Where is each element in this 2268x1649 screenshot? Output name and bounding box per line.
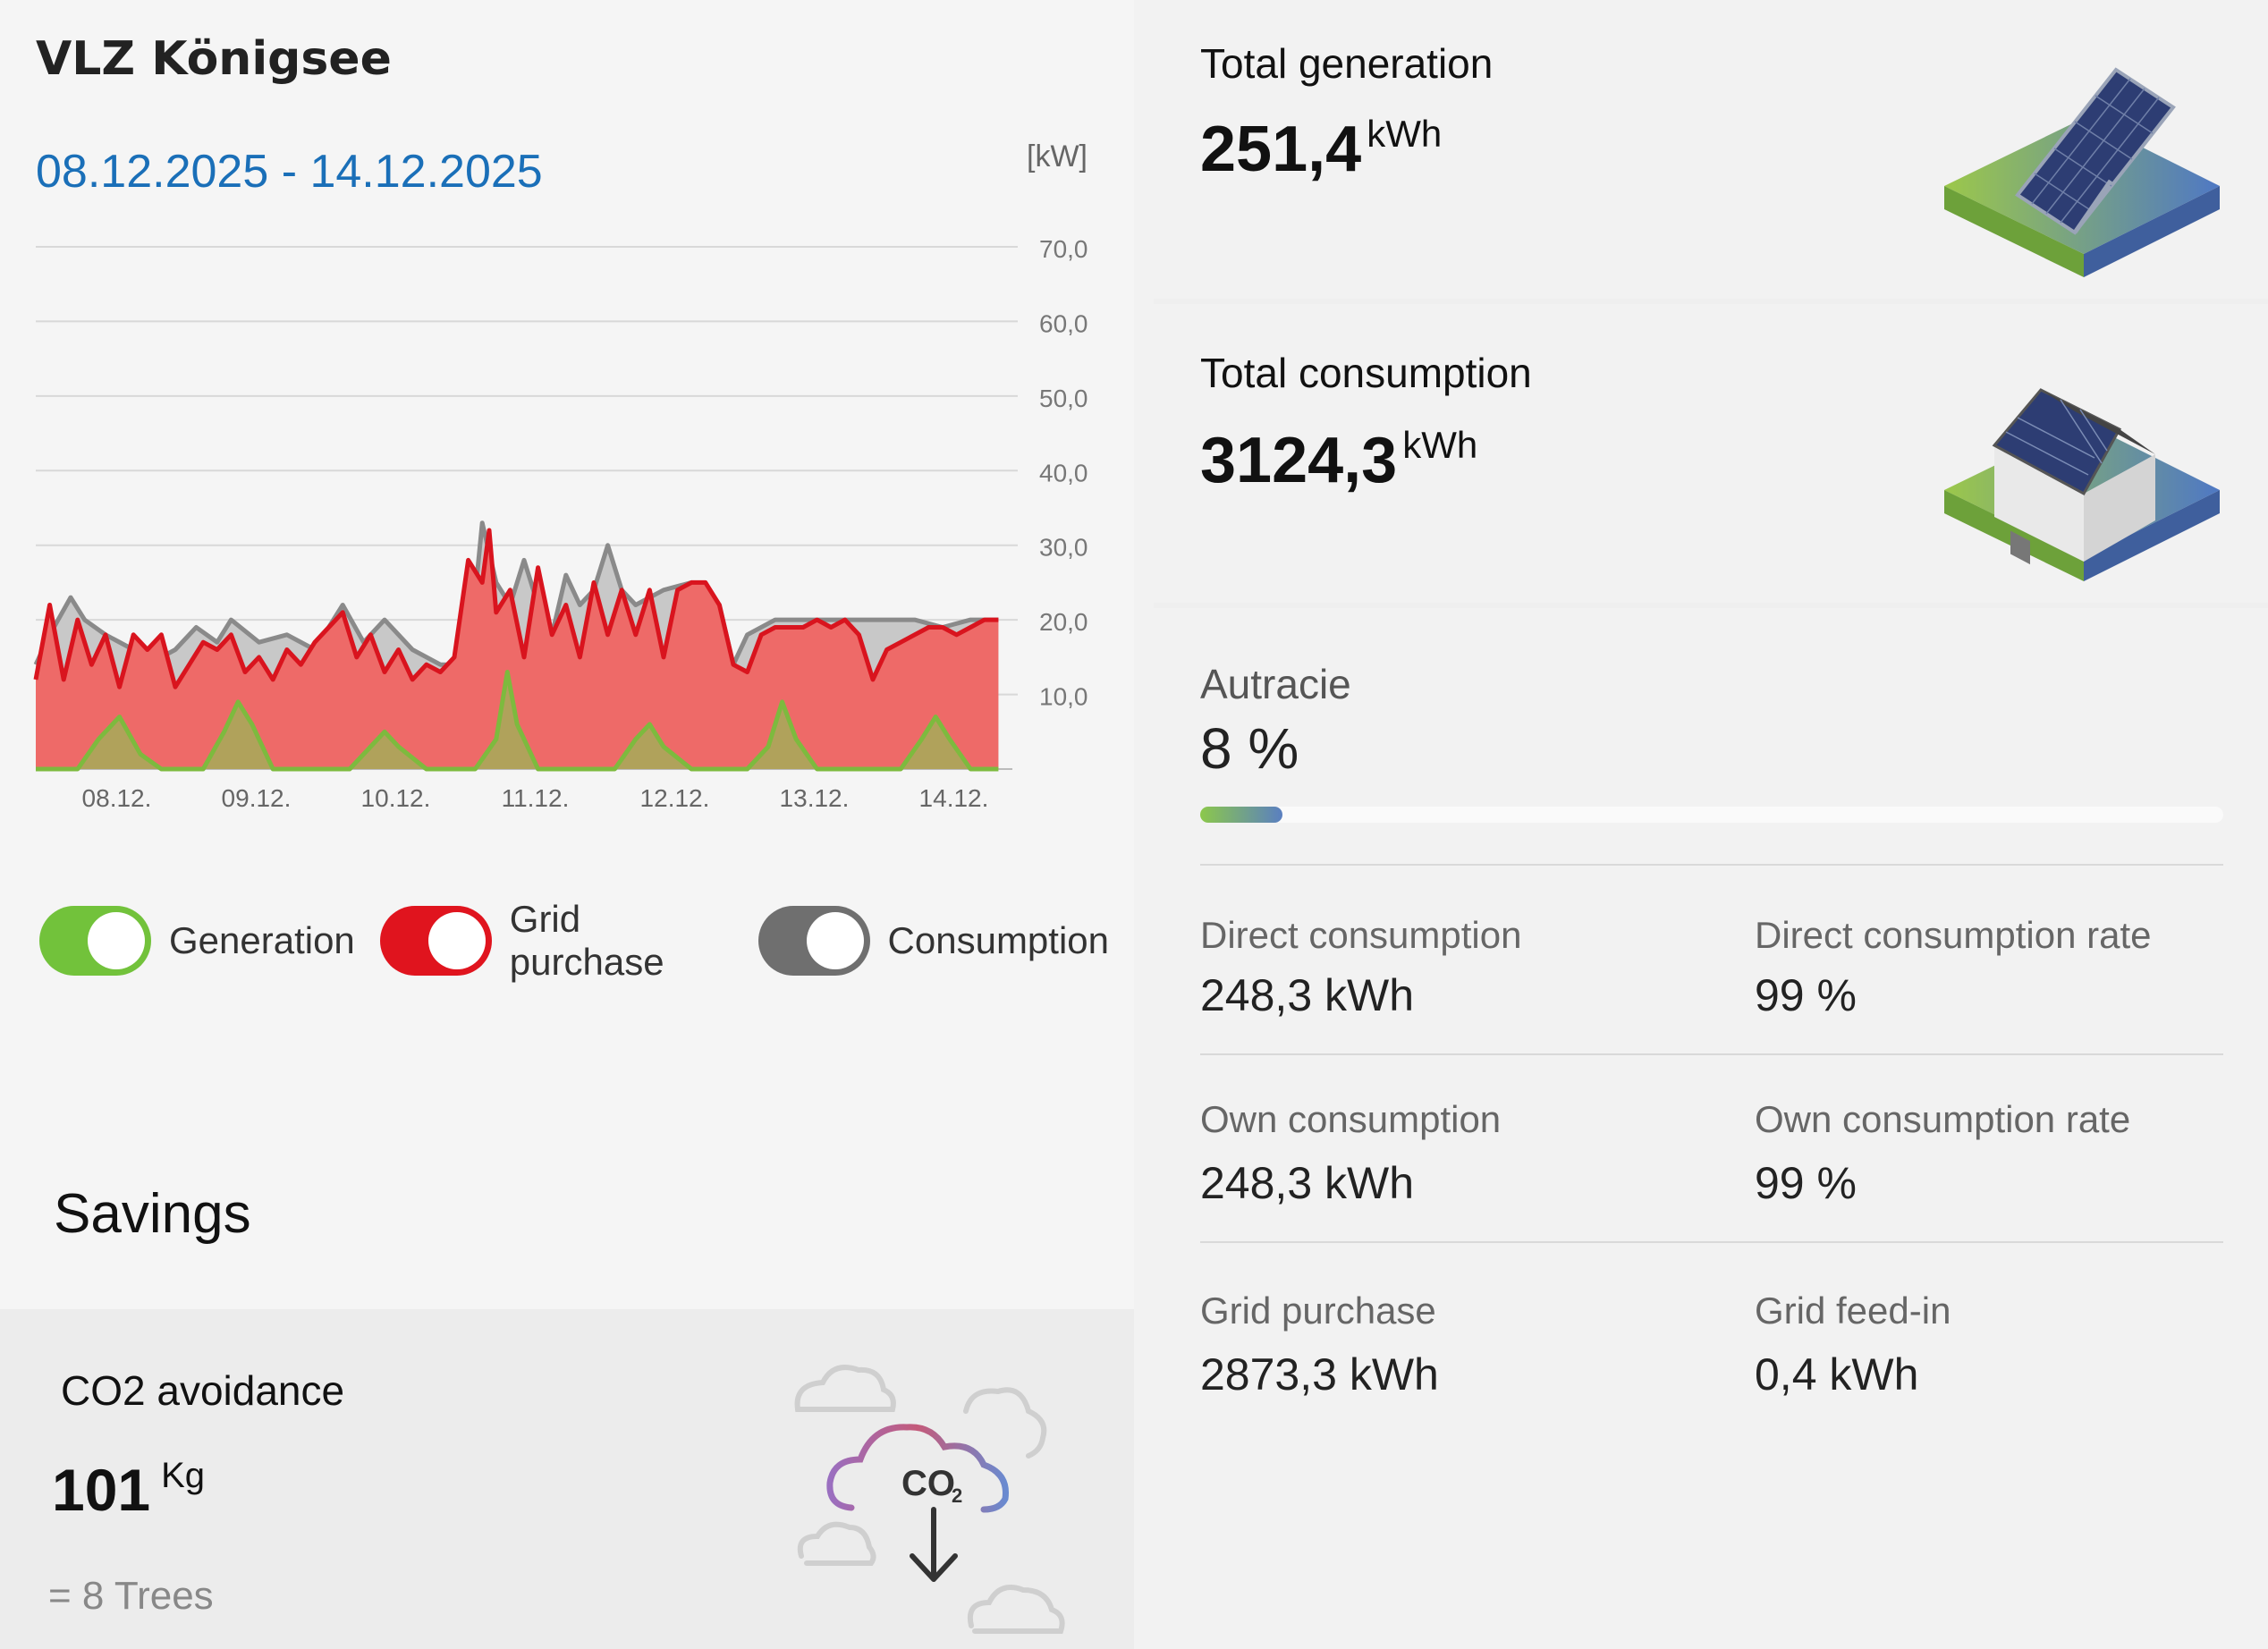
grid-feed-in-label: Grid feed-in bbox=[1755, 1290, 1951, 1332]
own-consumption-value: 248,3 kWh bbox=[1200, 1158, 1415, 1208]
x-tick-label: 09.12. bbox=[222, 784, 292, 812]
co2-card bbox=[0, 1309, 1134, 1649]
y-tick-label: 10,0 bbox=[1039, 683, 1088, 711]
x-tick-label: 08.12. bbox=[82, 784, 152, 812]
co2-trees-equivalent: = 8 Trees bbox=[48, 1574, 214, 1618]
x-tick-label: 10.12. bbox=[361, 784, 431, 812]
direct-consumption-rate-value: 99 % bbox=[1755, 970, 1857, 1020]
own-consumption-rate-label: Own consumption rate bbox=[1755, 1098, 2131, 1140]
total-generation-card: Total generation 251,4 kWh bbox=[1154, 0, 2268, 299]
site-title: VLZ Königsee bbox=[36, 32, 392, 86]
total-generation-amount: 251,4 bbox=[1200, 114, 1362, 185]
chart-unit-label: [kW] bbox=[1027, 140, 1087, 173]
co2-icon-subscript: 2 bbox=[952, 1484, 962, 1507]
grid-purchase-line bbox=[33, 528, 999, 689]
solar-panel-icon bbox=[1944, 67, 2220, 277]
total-consumption-card: Total consumption 3124,3 kWh bbox=[1154, 304, 2268, 603]
y-tick-label: 20,0 bbox=[1039, 608, 1088, 636]
autarky-title: Autracie bbox=[1200, 661, 1351, 707]
grid-purchase-toggle[interactable] bbox=[379, 906, 492, 976]
autarky-card bbox=[1154, 608, 2268, 1649]
direct-consumption-label: Direct consumption bbox=[1200, 914, 1522, 956]
divider bbox=[1200, 1053, 2223, 1055]
x-tick-label: 14.12. bbox=[919, 784, 989, 812]
energy-chart-panel: VLZ Königsee 08.12.2025 - 14.12.2025 [kW… bbox=[0, 32, 1134, 1649]
co2-amount: 101 bbox=[52, 1457, 151, 1523]
x-tick-label: 11.12. bbox=[502, 784, 570, 812]
series-toggles: Generation Grid purchase Consumption bbox=[39, 898, 1134, 983]
divider bbox=[1200, 864, 2223, 866]
toggle-knob bbox=[427, 912, 486, 969]
total-generation-title: Total generation bbox=[1200, 40, 1494, 87]
co2-cloud-icon: CO 2 bbox=[794, 1365, 1065, 1634]
statistics-panel: Total generation 251,4 kWh Total consumpt… bbox=[1154, 0, 2268, 1649]
y-tick-label: 70,0 bbox=[1039, 235, 1088, 263]
co2-unit: Kg bbox=[161, 1456, 206, 1495]
y-tick-label: 60,0 bbox=[1039, 309, 1088, 337]
co2-title: CO2 avoidance bbox=[61, 1367, 345, 1414]
generation-toggle-label: Generation bbox=[168, 919, 355, 961]
x-tick-label: 12.12. bbox=[640, 784, 710, 812]
house-icon bbox=[1944, 388, 2220, 581]
y-tick-label: 50,0 bbox=[1039, 385, 1088, 412]
grid-purchase-value: 2873,3 kWh bbox=[1200, 1349, 1439, 1400]
generation-toggle[interactable] bbox=[39, 906, 151, 976]
total-consumption-amount: 3124,3 bbox=[1200, 425, 1398, 496]
grid-purchase-area bbox=[36, 530, 999, 769]
total-consumption-title: Total consumption bbox=[1200, 350, 1532, 396]
consumption-toggle-label: Consumption bbox=[887, 919, 1109, 961]
consumption-toggle[interactable] bbox=[757, 906, 870, 976]
total-consumption-unit: kWh bbox=[1402, 424, 1478, 466]
co2-value: 101 Kg bbox=[52, 1456, 205, 1524]
total-generation-value: 251,4 kWh bbox=[1200, 113, 1442, 186]
own-consumption-rate-value: 99 % bbox=[1755, 1158, 1857, 1208]
grid-purchase-toggle-label: Grid purchase bbox=[509, 898, 664, 983]
autarky-progress-fill bbox=[1200, 807, 1282, 823]
toggle-knob bbox=[806, 912, 864, 969]
co2-icon-label: CO bbox=[901, 1464, 955, 1503]
energy-area-chart: 70,0 60,0 50,0 40,0 30,0 20,0 10,0 08.12. 09.12.… bbox=[33, 235, 1088, 812]
grid-purchase-label: Grid purchase bbox=[1200, 1290, 1436, 1332]
divider bbox=[1200, 1241, 2223, 1243]
savings-heading: Savings bbox=[54, 1183, 251, 1245]
x-tick-label: 13.12. bbox=[780, 784, 850, 812]
generation-area bbox=[36, 672, 999, 769]
autarky-value: 8 % bbox=[1200, 716, 1299, 781]
own-consumption-label: Own consumption bbox=[1200, 1098, 1502, 1140]
autarky-progress-track bbox=[1200, 807, 2223, 823]
direct-consumption-value: 248,3 kWh bbox=[1200, 970, 1415, 1020]
total-consumption-value: 3124,3 kWh bbox=[1200, 424, 1477, 497]
y-tick-label: 30,0 bbox=[1039, 534, 1088, 562]
date-range[interactable]: 08.12.2025 - 14.12.2025 bbox=[36, 146, 543, 198]
toggle-knob bbox=[87, 912, 145, 969]
grid-feed-in-value: 0,4 kWh bbox=[1755, 1349, 1919, 1400]
y-tick-label: 40,0 bbox=[1039, 459, 1088, 486]
generation-line bbox=[36, 670, 999, 772]
direct-consumption-rate-label: Direct consumption rate bbox=[1755, 914, 2152, 956]
total-generation-unit: kWh bbox=[1367, 113, 1443, 155]
